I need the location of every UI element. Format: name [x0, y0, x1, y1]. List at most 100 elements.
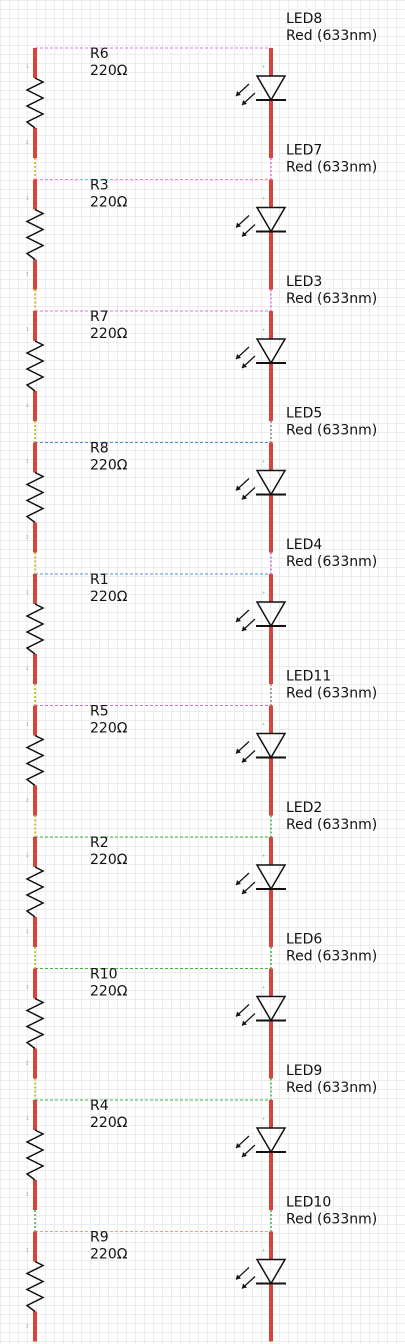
- led-value-label: Red (633nm): [286, 1080, 377, 1096]
- resistor-ref-label: R10: [90, 967, 118, 983]
- resistor-ref-label: R2: [90, 835, 109, 851]
- light-arrowhead-icon: [236, 485, 241, 491]
- resistor-ref-label: R3: [90, 178, 109, 194]
- led-ref-label: LED9: [286, 1063, 322, 1079]
- resistor-value-label: 220Ω: [90, 721, 128, 737]
- resistor-value-label: 220Ω: [90, 195, 128, 211]
- pin-number: 2: [26, 1192, 29, 1197]
- led-ref-label: LED7: [286, 143, 322, 159]
- diode-triangle-icon: [255, 1258, 287, 1285]
- diode-triangle-icon: [255, 864, 287, 891]
- led-ref-label: LED6: [286, 932, 322, 948]
- light-arrowhead-icon: [242, 494, 247, 500]
- pin-number: 1: [26, 459, 29, 464]
- pin-number: 1: [26, 64, 29, 69]
- led-ref-label: LED11: [286, 669, 331, 685]
- pin-number: 2: [26, 798, 29, 803]
- led-value-label: Red (633nm): [286, 554, 377, 570]
- light-arrowhead-icon: [236, 91, 241, 96]
- light-arrowhead-icon: [242, 889, 247, 894]
- pin-number: 2: [26, 1324, 29, 1329]
- light-arrowhead-icon: [242, 1152, 247, 1157]
- resistor-value-label: 220Ω: [90, 458, 128, 474]
- resistor-zigzag-icon: [25, 471, 45, 524]
- resistor-ref-label: R9: [90, 1230, 109, 1246]
- diode-triangle-icon: [255, 469, 287, 496]
- pin-number: +: [262, 1248, 265, 1253]
- diode-triangle-icon: [255, 75, 287, 102]
- diode-triangle-icon: [255, 1127, 287, 1154]
- pin-number: 1: [26, 196, 29, 201]
- pin-number: 1: [26, 590, 29, 595]
- light-arrowhead-icon: [242, 757, 247, 763]
- pin-number: 1: [26, 327, 29, 332]
- led-ref-label: LED8: [286, 11, 322, 27]
- light-arrowhead-icon: [242, 100, 247, 105]
- resistor-ref-label: R8: [90, 441, 109, 457]
- pin-number: 1: [26, 1116, 29, 1121]
- resistor-zigzag-icon: [25, 603, 45, 655]
- diode-triangle-icon: [255, 206, 287, 233]
- led-ref-label: LED4: [286, 537, 322, 553]
- resistor-value-label: 220Ω: [90, 984, 128, 1000]
- led-ref-label: LED3: [286, 274, 322, 290]
- pin-number: 1: [26, 722, 29, 727]
- led-value-label: Red (633nm): [286, 423, 377, 439]
- led-value-label: Red (633nm): [286, 686, 377, 702]
- pin-number: +: [262, 196, 265, 201]
- light-arrowhead-icon: [236, 222, 241, 228]
- resistor-ref-label: R1: [90, 572, 109, 588]
- resistor-zigzag-icon: [25, 866, 45, 918]
- resistor-value-label: 220Ω: [90, 63, 128, 79]
- pin-number: 2: [26, 403, 29, 408]
- diode-triangle-icon: [255, 338, 287, 365]
- pin-number: 1: [26, 985, 29, 990]
- pin-number: +: [262, 722, 265, 727]
- pin-number: 1: [26, 853, 29, 858]
- led-ref-label: LED2: [286, 800, 322, 816]
- led-value-label: Red (633nm): [286, 1212, 377, 1228]
- led-value-label: Red (633nm): [286, 291, 377, 307]
- resistor-zigzag-icon: [25, 997, 45, 1050]
- resistor-zigzag-icon: [25, 1260, 45, 1313]
- pin-number: 2: [26, 140, 29, 145]
- resistor-zigzag-icon: [25, 734, 45, 787]
- pin-number: 1: [26, 1248, 29, 1253]
- pin-number: +: [262, 327, 265, 332]
- light-arrowhead-icon: [236, 617, 241, 622]
- led-ref-label: LED5: [286, 406, 322, 422]
- resistor-value-label: 220Ω: [90, 1247, 128, 1263]
- light-arrowhead-icon: [236, 880, 241, 885]
- resistor-zigzag-icon: [25, 77, 45, 129]
- resistor-value-label: 220Ω: [90, 326, 128, 342]
- pin-number: +: [262, 1116, 265, 1121]
- pin-number: 2: [26, 1061, 29, 1066]
- light-arrowhead-icon: [242, 1020, 247, 1026]
- pin-number: +: [262, 985, 265, 990]
- light-arrowhead-icon: [242, 626, 247, 631]
- led-value-label: Red (633nm): [286, 949, 377, 965]
- light-arrowhead-icon: [236, 1274, 241, 1280]
- pin-number: +: [262, 459, 265, 464]
